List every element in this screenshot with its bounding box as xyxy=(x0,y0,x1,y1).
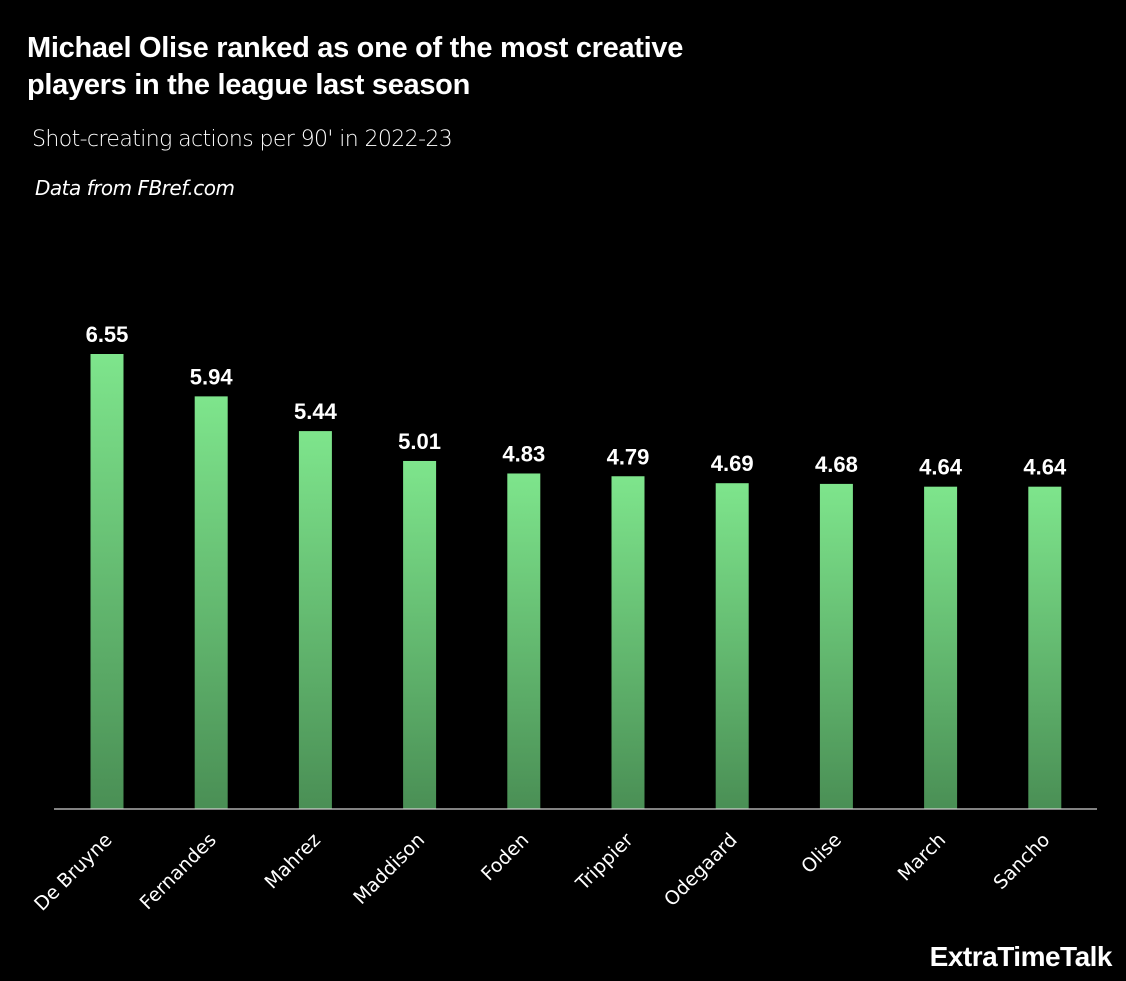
bar-mahrez xyxy=(298,431,332,809)
x-tick-label: Sancho xyxy=(989,829,1054,894)
bar-odegaard xyxy=(715,483,749,809)
x-tick-label: Olise xyxy=(797,829,846,878)
data-source-note: Data from FBref.com xyxy=(35,176,235,200)
bar-maddison xyxy=(403,460,437,809)
value-label: 5.94 xyxy=(190,364,234,389)
value-label: 4.69 xyxy=(711,451,754,476)
bar-trippier xyxy=(611,476,645,809)
value-label: 4.83 xyxy=(502,441,545,466)
value-label: 4.64 xyxy=(919,455,963,480)
x-tick-label: March xyxy=(894,829,951,886)
value-label: 4.64 xyxy=(1023,455,1067,480)
bar-olise xyxy=(819,483,853,809)
x-tick-label: Odegaard xyxy=(660,829,742,911)
x-tick-label: Trippier xyxy=(571,829,637,895)
x-tick-label: Maddison xyxy=(349,829,429,909)
x-tick-label: Mahrez xyxy=(260,829,324,893)
x-tick-label: Foden xyxy=(477,829,533,885)
bar-sancho xyxy=(1028,486,1062,809)
chart-title: Michael Olise ranked as one of the most … xyxy=(27,30,927,104)
value-labels-group: 6.55 5.94 5.44 5.01 4.83 4.79 4.69 4.68 4.64 4.64 xyxy=(86,322,1067,480)
value-label: 5.01 xyxy=(398,429,441,454)
bar-fernandes xyxy=(194,396,228,809)
value-label: 4.68 xyxy=(815,452,858,477)
value-label: 5.44 xyxy=(294,399,338,424)
bar-foden xyxy=(507,473,541,809)
bar-de-bruyne xyxy=(90,354,124,809)
value-label: 6.55 xyxy=(86,322,129,347)
bars-group xyxy=(90,354,1062,809)
bar-march xyxy=(924,486,958,809)
x-tick-label: Fernandes xyxy=(136,829,221,914)
chart-subtitle: Shot-creating actions per 90' in 2022-23 xyxy=(32,127,453,152)
value-label: 4.79 xyxy=(607,444,650,469)
brand-logo: ExtraTimeTalk xyxy=(929,941,1113,972)
x-tick-label: De Bruyne xyxy=(30,829,116,915)
x-tick-labels-group: De Bruyne Fernandes Mahrez Maddison Foden Tri… xyxy=(30,829,1054,916)
chart-title-line-2: players in the league last season xyxy=(27,69,471,101)
chart-title-line-1: Michael Olise ranked as one of the most … xyxy=(27,32,684,64)
